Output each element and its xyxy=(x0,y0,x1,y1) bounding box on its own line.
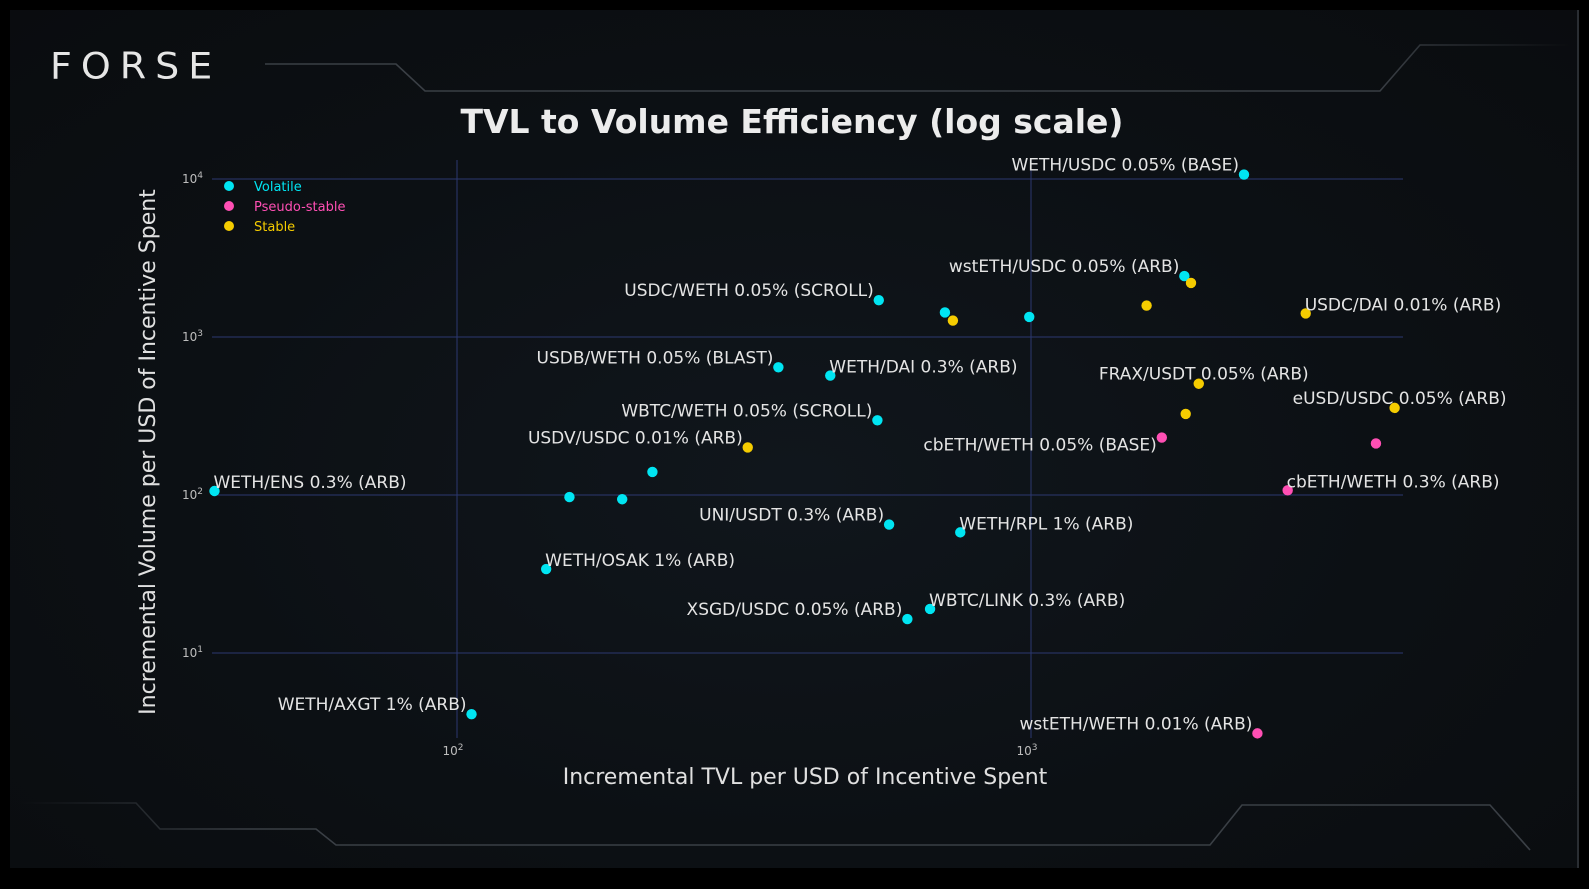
data-point[interactable] xyxy=(947,315,959,326)
data-point[interactable] xyxy=(1252,728,1263,739)
data-point[interactable] xyxy=(902,613,913,625)
legend-label-volatile[interactable]: Volatile xyxy=(254,180,302,195)
forse-logo: FORSE xyxy=(50,45,222,87)
y-tick-label: 104 xyxy=(182,171,203,186)
data-point[interactable] xyxy=(773,362,784,373)
tick-labels: 101 102 103 104 102 103 xyxy=(182,171,1038,758)
data-point[interactable] xyxy=(1370,438,1382,449)
data-label: FRAX/USDT 0.05% (ARB) xyxy=(1099,365,1309,385)
data-label: USDB/WETH 0.05% (BLAST) xyxy=(537,348,774,368)
data-point[interactable] xyxy=(1179,270,1190,282)
data-labels: WETH/USDC 0.05% (BASE) wstETH/USDC 0.05% … xyxy=(213,156,1506,735)
data-label: WBTC/LINK 0.3% (ARB) xyxy=(929,591,1125,611)
data-label: eUSD/USDC 0.05% (ARB) xyxy=(1293,389,1507,409)
data-label: cbETH/WETH 0.3% (ARB) xyxy=(1287,472,1500,492)
data-point[interactable] xyxy=(466,708,477,720)
data-point[interactable] xyxy=(825,370,836,381)
data-point[interactable] xyxy=(1389,402,1400,414)
data-point[interactable] xyxy=(1024,311,1035,323)
data-point[interactable] xyxy=(647,466,658,478)
data-label: USDC/WETH 0.05% (SCROLL) xyxy=(624,281,874,301)
data-label: UNI/USDT 0.3% (ARB) xyxy=(699,506,884,526)
data-label: WETH/USDC 0.05% (BASE) xyxy=(1011,156,1239,176)
data-point[interactable] xyxy=(1193,378,1204,389)
legend-marker-pseudo-stable xyxy=(224,201,234,211)
legend-marker-stable xyxy=(224,221,234,231)
data-point[interactable] xyxy=(939,307,951,318)
chart-panel xyxy=(10,10,1578,868)
data-label: WETH/OSAK 1% (ARB) xyxy=(545,551,735,571)
data-label: WETH/DAI 0.3% (ARB) xyxy=(829,358,1017,378)
chart-title: TVL to Volume Efficiency (log scale) xyxy=(460,102,1123,141)
data-label: cbETH/WETH 0.05% (BASE) xyxy=(923,436,1156,456)
data-point[interactable] xyxy=(1300,308,1311,319)
data-point[interactable] xyxy=(1156,432,1168,443)
data-point[interactable] xyxy=(540,563,552,575)
data-point[interactable] xyxy=(924,603,936,615)
x-tick-label: 103 xyxy=(1016,743,1037,758)
data-point[interactable] xyxy=(564,491,575,503)
data-point[interactable] xyxy=(209,485,220,497)
data-label: WETH/AXGT 1% (ARB) xyxy=(278,695,467,715)
legend-label-pseudo-stable[interactable]: Pseudo-stable xyxy=(254,200,345,215)
data-label: XSGD/USDC 0.05% (ARB) xyxy=(687,600,903,620)
data-label: WETH/ENS 0.3% (ARB) xyxy=(213,473,406,493)
data-label: WETH/RPL 1% (ARB) xyxy=(959,514,1133,534)
data-point[interactable] xyxy=(883,519,895,530)
y-tick-label: 102 xyxy=(182,487,203,502)
data-point[interactable] xyxy=(955,527,966,538)
data-point[interactable] xyxy=(742,442,753,453)
x-tick-label: 102 xyxy=(442,743,463,758)
data-point[interactable] xyxy=(872,415,883,426)
data-point[interactable] xyxy=(616,494,628,505)
grid xyxy=(212,160,1403,738)
y-tick-label: 103 xyxy=(182,329,203,344)
data-label: USDC/DAI 0.01% (ARB) xyxy=(1305,295,1502,315)
data-label: wstETH/USDC 0.05% (ARB) xyxy=(949,257,1179,277)
data-point[interactable] xyxy=(1282,485,1293,496)
data-label: WBTC/WETH 0.05% (SCROLL) xyxy=(621,401,872,421)
legend: Volatile Pseudo-stable Stable xyxy=(224,180,345,235)
data-points xyxy=(209,169,1400,739)
x-axis-label: Incremental TVL per USD of Incentive Spe… xyxy=(563,765,1048,790)
data-point[interactable] xyxy=(1141,300,1152,311)
data-point[interactable] xyxy=(1238,169,1250,180)
data-point[interactable] xyxy=(1180,408,1191,420)
data-label: USDV/USDC 0.01% (ARB) xyxy=(528,428,743,448)
y-axis-label: Incremental Volume per USD of Incentive … xyxy=(136,189,161,715)
data-point[interactable] xyxy=(873,294,884,306)
legend-marker-volatile xyxy=(224,181,234,191)
y-tick-label: 101 xyxy=(182,645,203,660)
data-label: wstETH/WETH 0.01% (ARB) xyxy=(1019,714,1252,734)
data-point[interactable] xyxy=(1185,277,1197,289)
legend-label-stable[interactable]: Stable xyxy=(254,220,295,235)
